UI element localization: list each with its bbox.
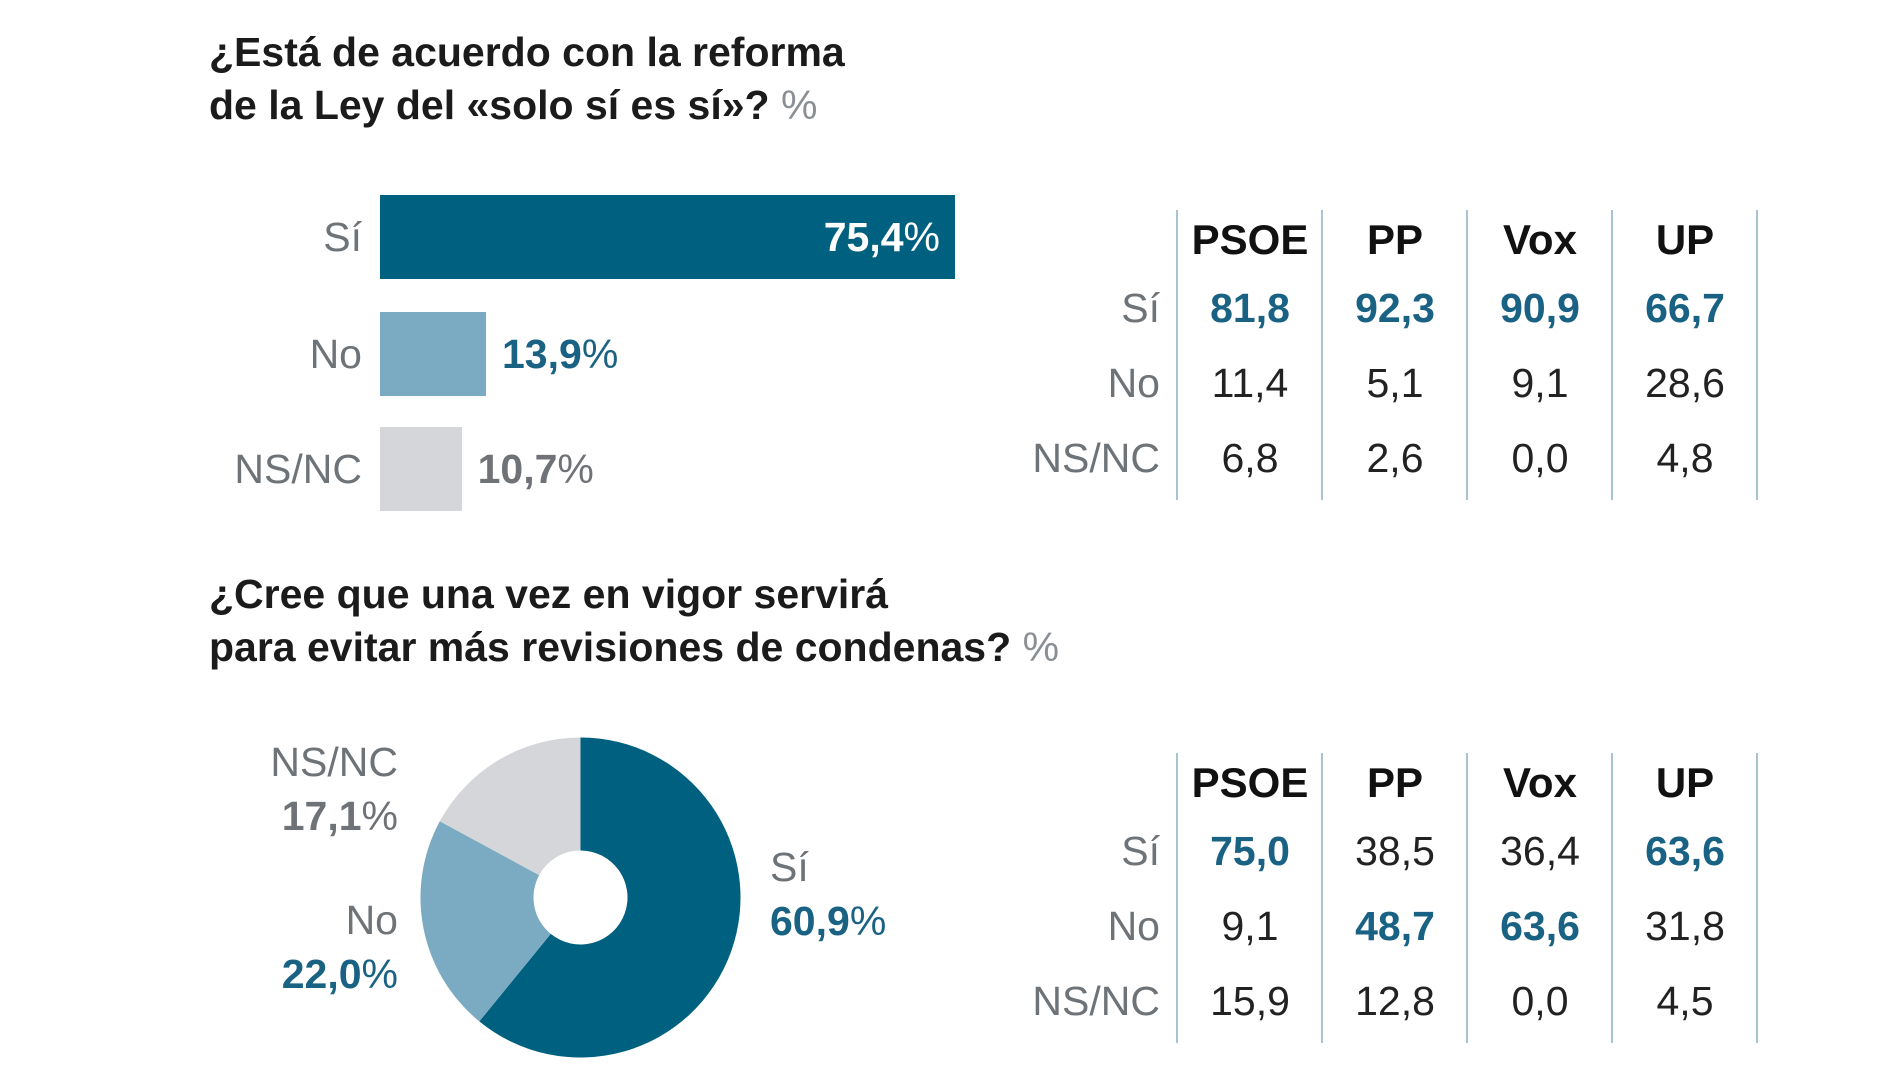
table-cell: 9,1 [1511, 360, 1569, 406]
table-cell: 48,7 [1355, 903, 1435, 949]
bar-no [380, 312, 486, 396]
column-header-vox: Vox [1503, 216, 1577, 263]
table-cell: 5,1 [1366, 360, 1424, 406]
title-line-1: ¿Está de acuerdo con la reforma [209, 29, 845, 75]
table-cell: 11,4 [1211, 360, 1289, 406]
column-divider [1466, 210, 1468, 500]
table-cell: 6,8 [1221, 435, 1279, 481]
column-divider [1466, 753, 1468, 1043]
table-cell: 2,6 [1366, 435, 1424, 481]
column-header-psoe: PSOE [1191, 216, 1309, 263]
row-label-ns-nc: NS/NC [1032, 978, 1160, 1024]
table-cell: 63,6 [1645, 828, 1725, 874]
bar-category-label: Sí [323, 214, 362, 260]
party-table-revisions: PSOE PP Vox UP Sí 75,0 38,5 36,4 63,6 No 9,1 48,7 63… [1020, 753, 1800, 1043]
title-unit: % [1022, 624, 1060, 670]
column-header-vox: Vox [1503, 759, 1577, 806]
donut-label-name: No [345, 897, 398, 943]
table-cell: 0,0 [1511, 978, 1569, 1024]
chart-title-agreement: ¿Está de acuerdo con la reforma de la Le… [209, 26, 845, 132]
donut-slice-ns-nc [439, 737, 581, 876]
table-cell: 4,8 [1656, 435, 1714, 481]
column-divider [1321, 210, 1323, 500]
column-divider [1176, 210, 1178, 500]
column-header-up: UP [1655, 759, 1715, 806]
row-label-s: Sí [1121, 285, 1160, 331]
donut-label-s: Sí 60,9% [770, 840, 886, 948]
title-line-2: para evitar más revisiones de condenas? [209, 624, 1012, 670]
donut-label-value: 60,9% [770, 898, 887, 944]
chart-title-revisions: ¿Cree que una vez en vigor servirá para … [209, 568, 1059, 674]
title-unit: % [781, 82, 818, 128]
bar-ns-nc [380, 427, 462, 511]
donut-slice-s [479, 737, 741, 1058]
row-label-no: No [1107, 360, 1160, 406]
column-divider [1176, 753, 1178, 1043]
donut-label-value: 17,1% [281, 793, 398, 839]
bar-value-label: 13,9% [502, 331, 619, 377]
party-table-agreement: PSOE PP Vox UP Sí 81,8 92,3 90,9 66,7 No 11,4 5,1 9,… [1020, 210, 1800, 500]
table-cell: 28,6 [1645, 360, 1725, 406]
donut-label-value: 22,0% [281, 951, 398, 997]
title-line-1: ¿Cree que una vez en vigor servirá [209, 571, 889, 617]
table-cell: 15,9 [1210, 978, 1290, 1024]
table-cell: 12,8 [1355, 978, 1435, 1024]
column-divider [1611, 753, 1613, 1043]
row-label-ns-nc: NS/NC [1032, 435, 1160, 481]
column-header-up: UP [1655, 216, 1715, 263]
bar-row-s: Sí 75,4% [180, 195, 980, 279]
table-cell: 90,9 [1500, 285, 1580, 331]
bar-row-no: No 13,9% [180, 312, 980, 396]
donut-slice-no [420, 821, 551, 1022]
table-cell: 92,3 [1355, 285, 1435, 331]
table-cell: 63,6 [1500, 903, 1580, 949]
column-header-psoe: PSOE [1191, 759, 1309, 806]
bar-value-label: 10,7% [477, 446, 594, 492]
table-cell: 38,5 [1355, 828, 1435, 874]
bar-row-ns-nc: NS/NC 10,7% [180, 427, 980, 511]
table-cell: 0,0 [1511, 435, 1569, 481]
column-header-pp: PP [1366, 759, 1424, 806]
column-divider [1756, 753, 1758, 1043]
donut-label-name: NS/NC [270, 739, 398, 785]
donut-label-name: Sí [770, 844, 809, 890]
table-cell: 36,4 [1500, 828, 1580, 874]
table-cell: 9,1 [1221, 903, 1279, 949]
bar-category-label: NS/NC [234, 446, 362, 492]
bar-value-label: 75,4% [823, 214, 940, 260]
bar-category-label: No [309, 331, 362, 377]
column-divider [1756, 210, 1758, 500]
column-divider [1321, 753, 1323, 1043]
table-cell: 66,7 [1645, 285, 1725, 331]
row-label-no: No [1107, 903, 1160, 949]
bar-chart-agreement: Sí 75,4% No 13,9% NS/NC 10,7% [180, 180, 980, 520]
table-cell: 81,8 [1210, 285, 1290, 331]
donut-chart-revisions [420, 737, 741, 1058]
title-line-2: de la Ley del «solo sí es sí»? [209, 82, 770, 128]
row-label-s: Sí [1121, 828, 1160, 874]
table-cell: 4,5 [1656, 978, 1714, 1024]
bar-s [380, 195, 955, 279]
column-divider [1611, 210, 1613, 500]
column-header-pp: PP [1366, 216, 1424, 263]
donut-label-no: No 22,0% [240, 893, 398, 1001]
table-cell: 31,8 [1645, 903, 1725, 949]
donut-label-ns-nc: NS/NC 17,1% [240, 735, 398, 843]
table-cell: 75,0 [1210, 828, 1290, 874]
